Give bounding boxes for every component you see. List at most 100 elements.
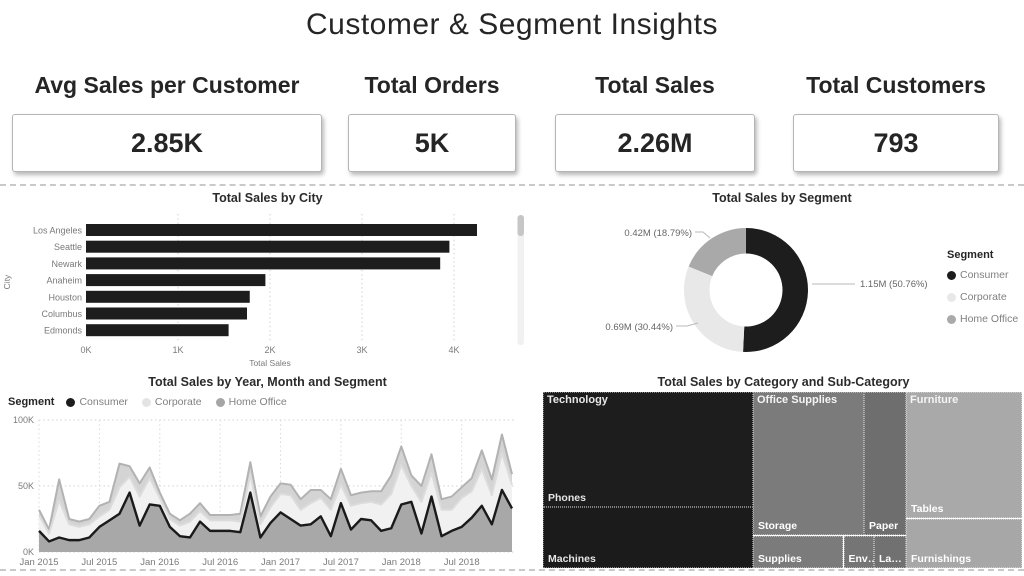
donut-slice-consumer[interactable] (743, 228, 809, 352)
kpi-value: 5K (414, 127, 450, 158)
bar-chart-total-sales-by-city[interactable]: Total Sales by City Los Angeles Seattle Ne… (0, 190, 535, 372)
legend-item-corporate[interactable]: Corporate (947, 291, 1018, 303)
treemap-group-label-office-supplies: Office Supplies (757, 394, 838, 406)
area-x-tick: Jul 2015 (81, 557, 117, 568)
treemap-cell-label: Tables (911, 503, 944, 515)
area-chart-title: Total Sales by Year, Month and Segment (148, 375, 387, 389)
legend-item-home-office[interactable]: Home Office (947, 313, 1018, 325)
bar-y-axis-title: City (2, 274, 12, 289)
bar-chart-title: Total Sales by City (212, 191, 323, 205)
kpi-total-orders: Total Orders 5K (348, 72, 516, 172)
bar-category-label: Edmonds (44, 326, 83, 336)
treemap-title: Total Sales by Category and Sub-Category (657, 375, 910, 389)
treemap-cell-furnishings[interactable]: Furnishings (906, 518, 1022, 568)
legend-label: Corporate (154, 396, 202, 408)
bar-category-label: Newark (51, 259, 82, 269)
bar-x-tick: 2K (264, 345, 275, 355)
kpi-total-customers: Total Customers 793 (793, 72, 999, 172)
treemap-total-sales-by-category[interactable]: Total Sales by Category and Sub-Category… (543, 374, 1024, 571)
area-line-consumer (38, 488, 514, 543)
kpi-label: Total Customers (806, 72, 986, 98)
kpi-card-total-orders[interactable]: 5K (348, 114, 516, 172)
bar-houston[interactable] (86, 290, 250, 303)
treemap-cell-paper[interactable]: Paper (864, 392, 906, 535)
bar-los-angeles[interactable] (86, 224, 477, 236)
donut-chart-plot: 1.15M (50.76%) 0.69M (30.44%) 0.42M (18.79… (605, 228, 928, 352)
legend-label: Home Office (960, 313, 1019, 325)
page-title: Customer & Segment Insights (305, 8, 718, 41)
area-y-tick: 100K (13, 415, 34, 425)
treemap-cell-label: Paper (869, 520, 899, 532)
donut-callout-consumer: 1.15M (50.76%) (860, 279, 928, 290)
bar-category-label: Los Angeles (33, 226, 83, 236)
bar-x-tick: 4K (448, 345, 459, 355)
legend-item-consumer[interactable]: Consumer (66, 396, 128, 408)
treemap-group-label-furniture: Furniture (910, 394, 959, 406)
treemap-cell-tables[interactable]: Tables (906, 392, 1022, 518)
legend-title: Segment (8, 396, 55, 408)
area-x-tick: Jul 2017 (323, 557, 359, 568)
treemap-cell-label: Furnishings (911, 553, 972, 565)
treemap-cell-env[interactable]: Env… (843, 535, 878, 568)
kpi-card-total-sales[interactable]: 2.26M (555, 114, 755, 172)
donut-callout-home-office: 0.42M (18.79%) (624, 228, 692, 239)
legend-dot (947, 292, 956, 302)
segment-legend: Segment Consumer Corporate Home Office (947, 249, 1018, 335)
donut-slice-home-office[interactable] (688, 228, 746, 277)
bar-edmonds[interactable] (86, 324, 229, 337)
page-edge-dashed (0, 569, 1024, 571)
kpi-label: Total Sales (595, 72, 715, 98)
legend-label: Corporate (960, 291, 1007, 303)
legend-dot (947, 270, 956, 280)
kpi-total-sales: Total Sales 2.26M (555, 72, 755, 172)
kpi-value: 793 (873, 127, 919, 158)
kpi-value: 2.85K (130, 127, 204, 158)
donut-callout-leader (676, 322, 699, 327)
bar-newark[interactable] (86, 257, 441, 270)
area-chart-legend: Segment Consumer Corporate Home Office (8, 396, 301, 408)
treemap-cell-label: La… (879, 553, 902, 565)
legend-item-home-office[interactable]: Home Office (215, 396, 287, 408)
area-x-tick: Jan 2017 (261, 557, 300, 568)
donut-callout-leader (695, 231, 711, 239)
treemap-cell-storage[interactable]: Storage (753, 392, 864, 535)
kpi-label: Avg Sales per Customer (34, 72, 300, 98)
legend-dot (66, 397, 76, 407)
bar-anaheim[interactable] (86, 274, 266, 287)
kpi-card-total-customers[interactable]: 793 (793, 114, 999, 172)
bar-x-axis-title: Total Sales (249, 358, 291, 368)
treemap-group-label-technology: Technology (547, 394, 608, 406)
kpi-value: 2.26M (617, 127, 693, 158)
bar-chart-scrollbar-thumb[interactable] (517, 215, 525, 236)
bar-seattle[interactable] (86, 240, 450, 253)
bar-chart-plot: Los Angeles Seattle Newark Anaheim Houston Co… (2, 214, 525, 368)
area-x-tick: Jul 2018 (444, 557, 480, 568)
area-y-tick: 0K (23, 547, 34, 557)
donut-slice-corporate[interactable] (684, 266, 745, 352)
bar-x-tick: 1K (172, 345, 183, 355)
kpi-label: Total Orders (364, 72, 500, 98)
kpi-avg-sales-per-customer: Avg Sales per Customer 2.85K (12, 72, 322, 172)
bar-category-label: Anaheim (46, 276, 82, 286)
area-y-tick: 50K (18, 481, 34, 491)
legend-label: Home Office (228, 396, 287, 408)
bar-columbus[interactable] (86, 307, 247, 320)
donut-chart-total-sales-by-segment[interactable]: Total Sales by Segment 1.15M (50.76%) 0.6… (540, 190, 1024, 372)
area-chart-total-sales-by-year-month-segment[interactable]: Total Sales by Year, Month and Segment S… (0, 374, 535, 571)
treemap-cell-phones[interactable]: Phones (543, 392, 753, 507)
legend-dot (141, 397, 151, 407)
area-line-corporate (38, 452, 513, 535)
legend-item-corporate[interactable]: Corporate (141, 396, 202, 408)
legend-item-consumer[interactable]: Consumer (947, 269, 1018, 281)
panel-separator-dashed (0, 184, 1024, 186)
treemap-cell-label: Machines (548, 553, 596, 565)
treemap-cell-la[interactable]: La… (874, 535, 906, 568)
area-line-home-office (38, 433, 513, 531)
legend-dot (947, 314, 956, 324)
treemap-cell-machines[interactable]: Machines (543, 507, 753, 568)
donut-callout-corporate: 0.69M (30.44%) (605, 322, 673, 333)
kpi-card-avg-sales[interactable]: 2.85K (12, 114, 322, 172)
bar-chart-scrollbar-track[interactable] (517, 215, 525, 345)
treemap-cell-supplies[interactable]: Supplies (753, 535, 843, 568)
